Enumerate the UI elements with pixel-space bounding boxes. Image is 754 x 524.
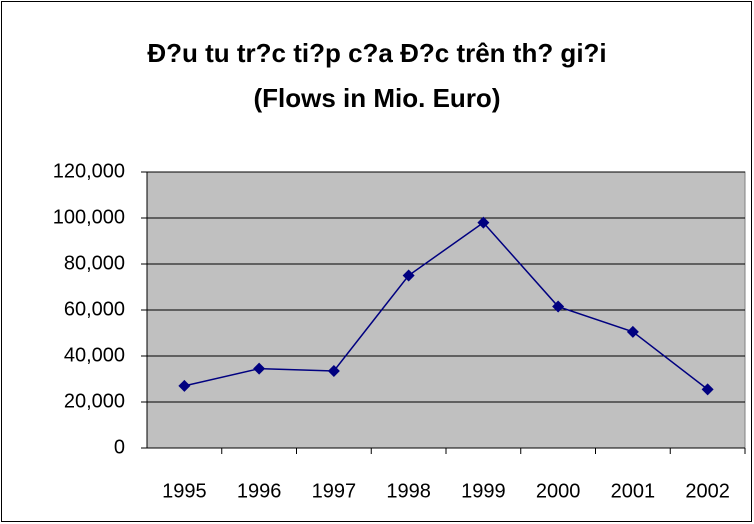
x-tick-label: 2000 [536, 480, 581, 502]
y-tick-label: 80,000 [64, 252, 125, 274]
y-tick-label: 40,000 [64, 344, 125, 366]
y-tick-label: 100,000 [53, 206, 125, 228]
point-marker [327, 364, 340, 377]
y-tick-label: 60,000 [64, 298, 125, 320]
x-tick-label: 1995 [162, 480, 207, 502]
x-tick-label: 1997 [312, 480, 357, 502]
point-marker [626, 325, 639, 338]
point-marker [552, 300, 565, 313]
point-marker [253, 362, 266, 375]
x-tick-label: 2001 [611, 480, 656, 502]
chart-title: Đ?u tu tr?c ti?p c?a Đ?c trên th? gi?i [147, 38, 606, 68]
y-tick-label: 0 [114, 436, 125, 458]
point-marker [178, 379, 191, 392]
point-marker [701, 383, 714, 396]
point-marker [402, 269, 415, 282]
chart-title: (Flows in Mio. Euro) [254, 83, 501, 113]
x-tick-label: 2002 [685, 480, 730, 502]
series-line [184, 221, 709, 390]
point-marker [477, 216, 490, 229]
x-tick-label: 1999 [461, 480, 506, 502]
x-tick-label: 1996 [237, 480, 282, 502]
x-tick-label: 1998 [386, 480, 431, 502]
y-tick-label: 20,000 [64, 390, 125, 412]
y-tick-label: 120,000 [53, 160, 125, 182]
